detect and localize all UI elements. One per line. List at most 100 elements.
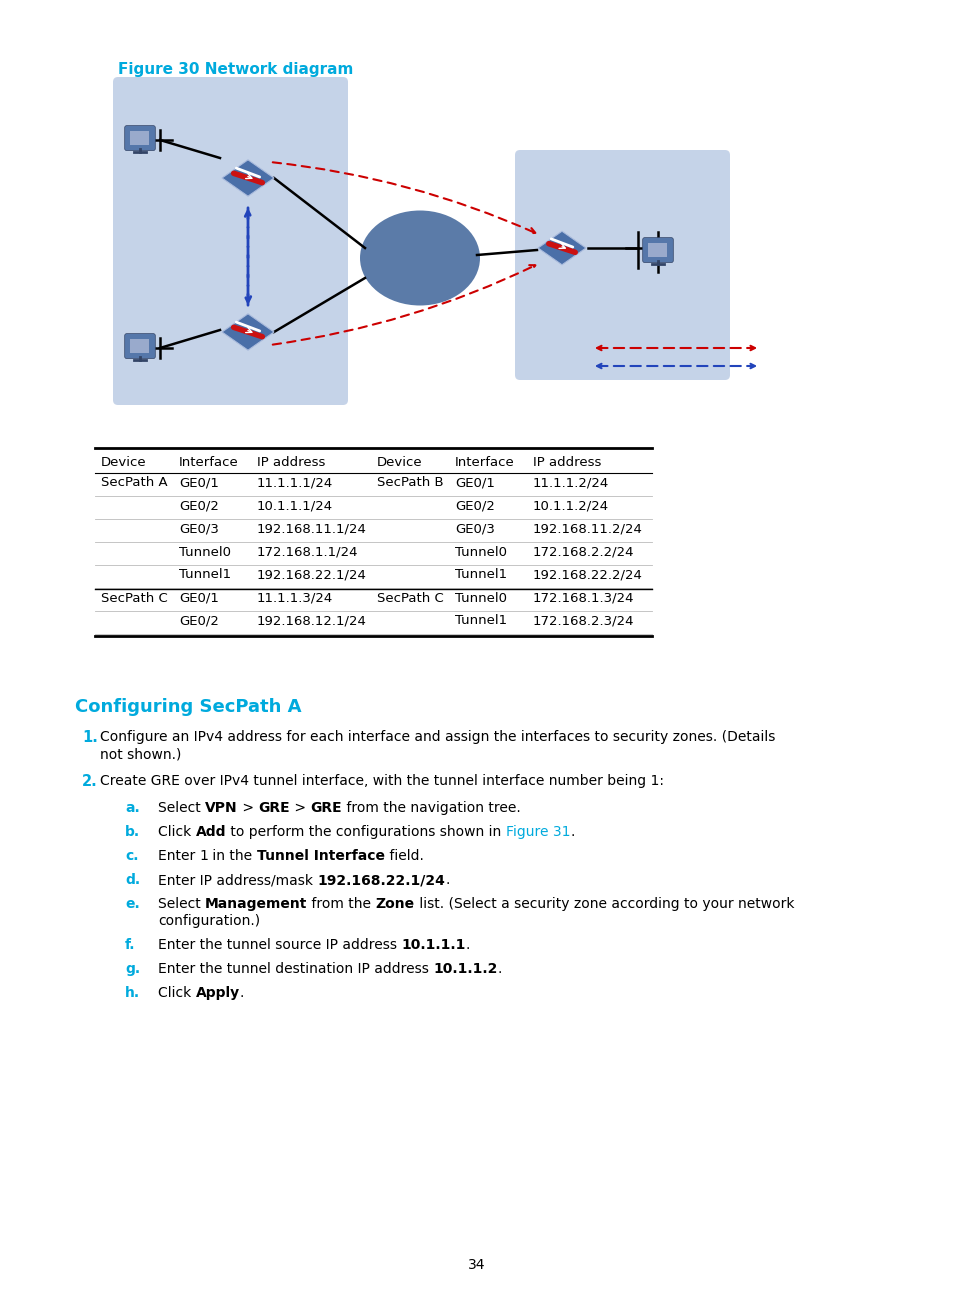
Text: 10.1.1.2: 10.1.1.2 — [433, 962, 497, 976]
Text: Tunnel0: Tunnel0 — [455, 546, 506, 559]
Text: 192.168.22.1/24: 192.168.22.1/24 — [256, 569, 367, 582]
Text: field.: field. — [385, 849, 423, 863]
FancyBboxPatch shape — [112, 76, 348, 404]
Text: .: . — [465, 938, 470, 953]
Text: 192.168.11.2/24: 192.168.11.2/24 — [533, 522, 642, 535]
Polygon shape — [222, 159, 274, 196]
Text: Apply: Apply — [195, 986, 239, 1001]
Text: b.: b. — [125, 826, 140, 839]
Text: g.: g. — [125, 962, 140, 976]
Text: 1: 1 — [199, 849, 209, 863]
Text: not shown.): not shown.) — [100, 746, 181, 761]
Text: 11.1.1.3/24: 11.1.1.3/24 — [256, 591, 333, 604]
Text: h.: h. — [125, 986, 140, 1001]
Text: Figure 31: Figure 31 — [505, 826, 570, 839]
Text: >: > — [290, 801, 310, 815]
Text: Tunnel0: Tunnel0 — [179, 546, 231, 559]
Text: SecPath C: SecPath C — [101, 591, 168, 604]
Text: 10.1.1.2/24: 10.1.1.2/24 — [533, 499, 608, 512]
Text: 172.168.1.3/24: 172.168.1.3/24 — [533, 591, 634, 604]
Polygon shape — [537, 231, 585, 264]
Text: from the: from the — [307, 897, 375, 911]
FancyBboxPatch shape — [125, 126, 155, 150]
Text: 10.1.1.1/24: 10.1.1.1/24 — [256, 499, 333, 512]
Text: GE0/3: GE0/3 — [455, 522, 495, 535]
Text: IP address: IP address — [256, 456, 325, 469]
Text: >: > — [237, 801, 258, 815]
FancyBboxPatch shape — [125, 333, 155, 359]
Text: 172.168.2.2/24: 172.168.2.2/24 — [533, 546, 634, 559]
Text: GE0/2: GE0/2 — [455, 499, 495, 512]
Text: configuration.): configuration.) — [158, 914, 260, 928]
FancyBboxPatch shape — [642, 237, 673, 263]
Text: 192.168.22.1/24: 192.168.22.1/24 — [317, 874, 445, 886]
Text: GRE: GRE — [258, 801, 290, 815]
Text: .: . — [497, 962, 501, 976]
Text: SecPath A: SecPath A — [101, 477, 168, 490]
Text: to perform the configurations shown in: to perform the configurations shown in — [226, 826, 505, 839]
FancyBboxPatch shape — [515, 150, 729, 380]
Text: 10.1.1.1: 10.1.1.1 — [401, 938, 465, 953]
Bar — [131, 131, 150, 145]
Text: 11.1.1.2/24: 11.1.1.2/24 — [533, 477, 609, 490]
Text: VPN: VPN — [205, 801, 237, 815]
Text: Configuring SecPath A: Configuring SecPath A — [75, 699, 301, 715]
Text: Click: Click — [158, 986, 195, 1001]
Text: .: . — [570, 826, 574, 839]
Text: Tunnel1: Tunnel1 — [455, 614, 507, 627]
Text: 192.168.11.1/24: 192.168.11.1/24 — [256, 522, 367, 535]
Text: Device: Device — [101, 456, 147, 469]
Text: .: . — [239, 986, 244, 1001]
Text: Enter the tunnel source IP address: Enter the tunnel source IP address — [158, 938, 401, 953]
Text: GE0/2: GE0/2 — [179, 614, 218, 627]
Bar — [131, 340, 150, 353]
Text: Interface: Interface — [179, 456, 238, 469]
Text: Tunnel1: Tunnel1 — [179, 569, 231, 582]
Text: a.: a. — [125, 801, 139, 815]
Text: Enter IP address/mask: Enter IP address/mask — [158, 874, 317, 886]
Text: Select: Select — [158, 801, 205, 815]
Text: 172.168.2.3/24: 172.168.2.3/24 — [533, 614, 634, 627]
Text: Configure an IPv4 address for each interface and assign the interfaces to securi: Configure an IPv4 address for each inter… — [100, 730, 775, 744]
Text: Enter the tunnel destination IP address: Enter the tunnel destination IP address — [158, 962, 433, 976]
Text: SecPath C: SecPath C — [376, 591, 443, 604]
Text: Create GRE over IPv4 tunnel interface, with the tunnel interface number being 1:: Create GRE over IPv4 tunnel interface, w… — [100, 774, 663, 788]
Text: from the navigation tree.: from the navigation tree. — [341, 801, 520, 815]
Text: GE0/1: GE0/1 — [179, 477, 218, 490]
Text: GE0/2: GE0/2 — [179, 499, 218, 512]
Text: GE0/1: GE0/1 — [179, 591, 218, 604]
Text: 192.168.12.1/24: 192.168.12.1/24 — [256, 614, 367, 627]
Text: Select: Select — [158, 897, 205, 911]
Text: 1.: 1. — [82, 730, 98, 745]
Text: 11.1.1.1/24: 11.1.1.1/24 — [256, 477, 333, 490]
Ellipse shape — [359, 210, 479, 306]
Text: c.: c. — [125, 849, 138, 863]
Text: e.: e. — [125, 897, 139, 911]
Text: Figure 30 Network diagram: Figure 30 Network diagram — [118, 62, 353, 76]
Text: Interface: Interface — [455, 456, 515, 469]
Text: Tunnel1: Tunnel1 — [455, 569, 507, 582]
Polygon shape — [222, 314, 274, 350]
Text: Tunnel0: Tunnel0 — [455, 591, 506, 604]
Text: Tunnel Interface: Tunnel Interface — [256, 849, 385, 863]
Text: IP address: IP address — [533, 456, 600, 469]
Text: 2.: 2. — [82, 774, 97, 789]
Text: list. (Select a security zone according to your network: list. (Select a security zone according … — [415, 897, 794, 911]
Text: SecPath B: SecPath B — [376, 477, 443, 490]
Bar — [648, 244, 667, 257]
Text: Enter: Enter — [158, 849, 199, 863]
Text: .: . — [445, 874, 449, 886]
Text: GRE: GRE — [310, 801, 341, 815]
Text: Add: Add — [195, 826, 226, 839]
Text: Zone: Zone — [375, 897, 415, 911]
Text: Click: Click — [158, 826, 195, 839]
Text: Management: Management — [205, 897, 307, 911]
Text: f.: f. — [125, 938, 135, 953]
Text: GE0/1: GE0/1 — [455, 477, 495, 490]
Text: GE0/3: GE0/3 — [179, 522, 218, 535]
Text: Device: Device — [376, 456, 422, 469]
Text: 34: 34 — [468, 1258, 485, 1271]
Text: in the: in the — [209, 849, 256, 863]
Text: 192.168.22.2/24: 192.168.22.2/24 — [533, 569, 642, 582]
Text: 172.168.1.1/24: 172.168.1.1/24 — [256, 546, 358, 559]
